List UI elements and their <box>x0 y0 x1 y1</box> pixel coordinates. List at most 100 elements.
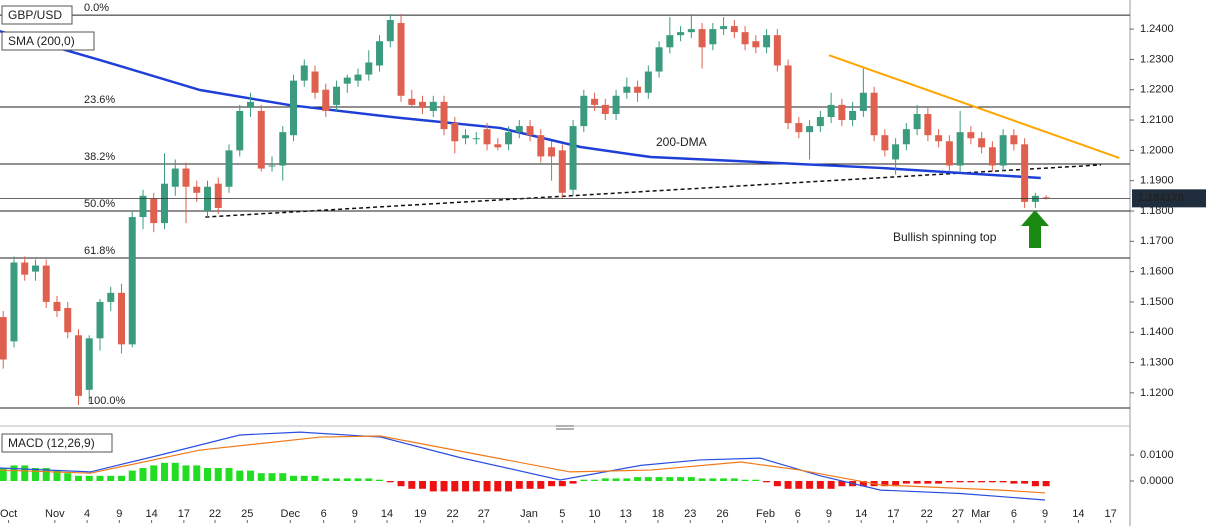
histogram-bar <box>31 468 39 482</box>
y-tick-label: 0.0000 <box>1140 475 1174 487</box>
candle-body <box>64 307 72 333</box>
x-tick-label: Dec <box>281 508 301 520</box>
candle-body <box>687 29 695 33</box>
x-tick-label: 14 <box>855 508 867 520</box>
histogram-bar <box>182 465 190 482</box>
pane-handle[interactable] <box>556 425 574 430</box>
histogram-bar <box>376 479 384 482</box>
candle-body <box>580 95 588 127</box>
candle-body <box>730 26 738 33</box>
arrow <box>1021 210 1049 248</box>
candle-body <box>838 104 846 121</box>
histogram-bar <box>322 478 330 482</box>
candle-body <box>419 101 427 108</box>
fib-label: 23.6% <box>84 94 115 106</box>
candle-body <box>698 29 706 48</box>
histogram-bar <box>687 477 695 482</box>
indicator-box <box>1 31 95 51</box>
histogram-bar <box>935 481 943 484</box>
candle-body <box>763 35 771 48</box>
candle-body <box>988 147 996 166</box>
annotation: 200-DMA <box>656 135 707 149</box>
histogram-bar <box>1010 481 1018 484</box>
y-tick-label: 1.1200 <box>1140 387 1174 399</box>
candle-body <box>849 110 857 121</box>
x-tick-label: Mar <box>971 508 990 520</box>
candle-body <box>74 335 82 396</box>
histogram-bar <box>634 477 642 482</box>
macd-line <box>0 435 1046 494</box>
candle-body <box>214 183 222 208</box>
histogram-bar <box>53 470 61 482</box>
histogram-bar <box>214 468 222 482</box>
x-tick-label: 14 <box>145 508 157 520</box>
candle-body <box>483 129 491 145</box>
histogram-bar <box>881 481 889 487</box>
histogram-bar <box>967 481 975 483</box>
histogram-bar <box>945 481 953 483</box>
candle-body <box>945 141 953 166</box>
candle-body <box>999 135 1007 166</box>
histogram-bar <box>204 468 212 482</box>
sma-line <box>0 30 1041 180</box>
histogram-bar <box>429 481 437 492</box>
histogram-bar <box>505 481 513 492</box>
candle-body <box>117 292 125 345</box>
histogram-bar <box>440 481 448 492</box>
candle-body <box>677 32 685 36</box>
histogram-bar <box>365 478 373 482</box>
candle-body <box>139 195 147 218</box>
histogram-bar <box>451 481 459 492</box>
candle-body <box>128 217 136 345</box>
candle-body <box>558 150 566 193</box>
candle-body <box>720 26 728 30</box>
histogram-bar <box>999 481 1007 483</box>
candle-body <box>601 104 609 114</box>
candle-body <box>96 301 104 339</box>
candle-body <box>451 123 459 142</box>
histogram-bar <box>0 468 7 482</box>
candle-body <box>1021 144 1029 202</box>
histogram-bar <box>913 481 921 484</box>
x-tick-label: 26 <box>716 508 728 520</box>
candle-body <box>182 168 190 187</box>
candle-body <box>612 95 620 114</box>
fib-label: 100.0% <box>88 395 126 407</box>
candle-body <box>978 138 986 148</box>
candle-body <box>935 135 943 142</box>
candle-body <box>150 198 158 224</box>
x-tick-label: 17 <box>178 508 190 520</box>
histogram-bar <box>408 481 416 489</box>
histogram-bar <box>548 481 556 487</box>
histogram-bar <box>655 477 663 482</box>
x-tick-label: 14 <box>381 508 393 520</box>
x-tick-label: 10 <box>588 508 600 520</box>
candle-body <box>623 86 631 93</box>
histogram-bar <box>838 481 846 487</box>
y-tick-label: 1.1400 <box>1140 326 1174 338</box>
histogram-bar <box>85 475 93 482</box>
candle-body <box>386 20 394 42</box>
x-tick-label: 9 <box>1042 508 1048 520</box>
candle-body <box>741 32 749 45</box>
histogram-bar <box>569 481 577 484</box>
candle-body <box>440 101 448 130</box>
candle-body <box>193 186 201 193</box>
y-tick-label: 0.0100 <box>1140 449 1174 461</box>
candle-body <box>472 138 480 140</box>
fib-label: 0.0% <box>84 2 109 14</box>
candle-body <box>709 29 717 45</box>
histogram-bar <box>591 479 599 482</box>
sma-legend: SMA (200,0) <box>8 34 75 48</box>
histogram-bar <box>601 478 609 482</box>
histogram-bar <box>859 481 867 487</box>
histogram-bar <box>494 481 502 492</box>
candle-body <box>85 338 93 390</box>
histogram-bar <box>483 481 491 492</box>
histogram-bar <box>644 477 652 482</box>
candle-body <box>21 262 29 275</box>
trendline <box>205 164 1102 218</box>
histogram-bar <box>580 479 588 482</box>
candle-body <box>322 89 330 111</box>
